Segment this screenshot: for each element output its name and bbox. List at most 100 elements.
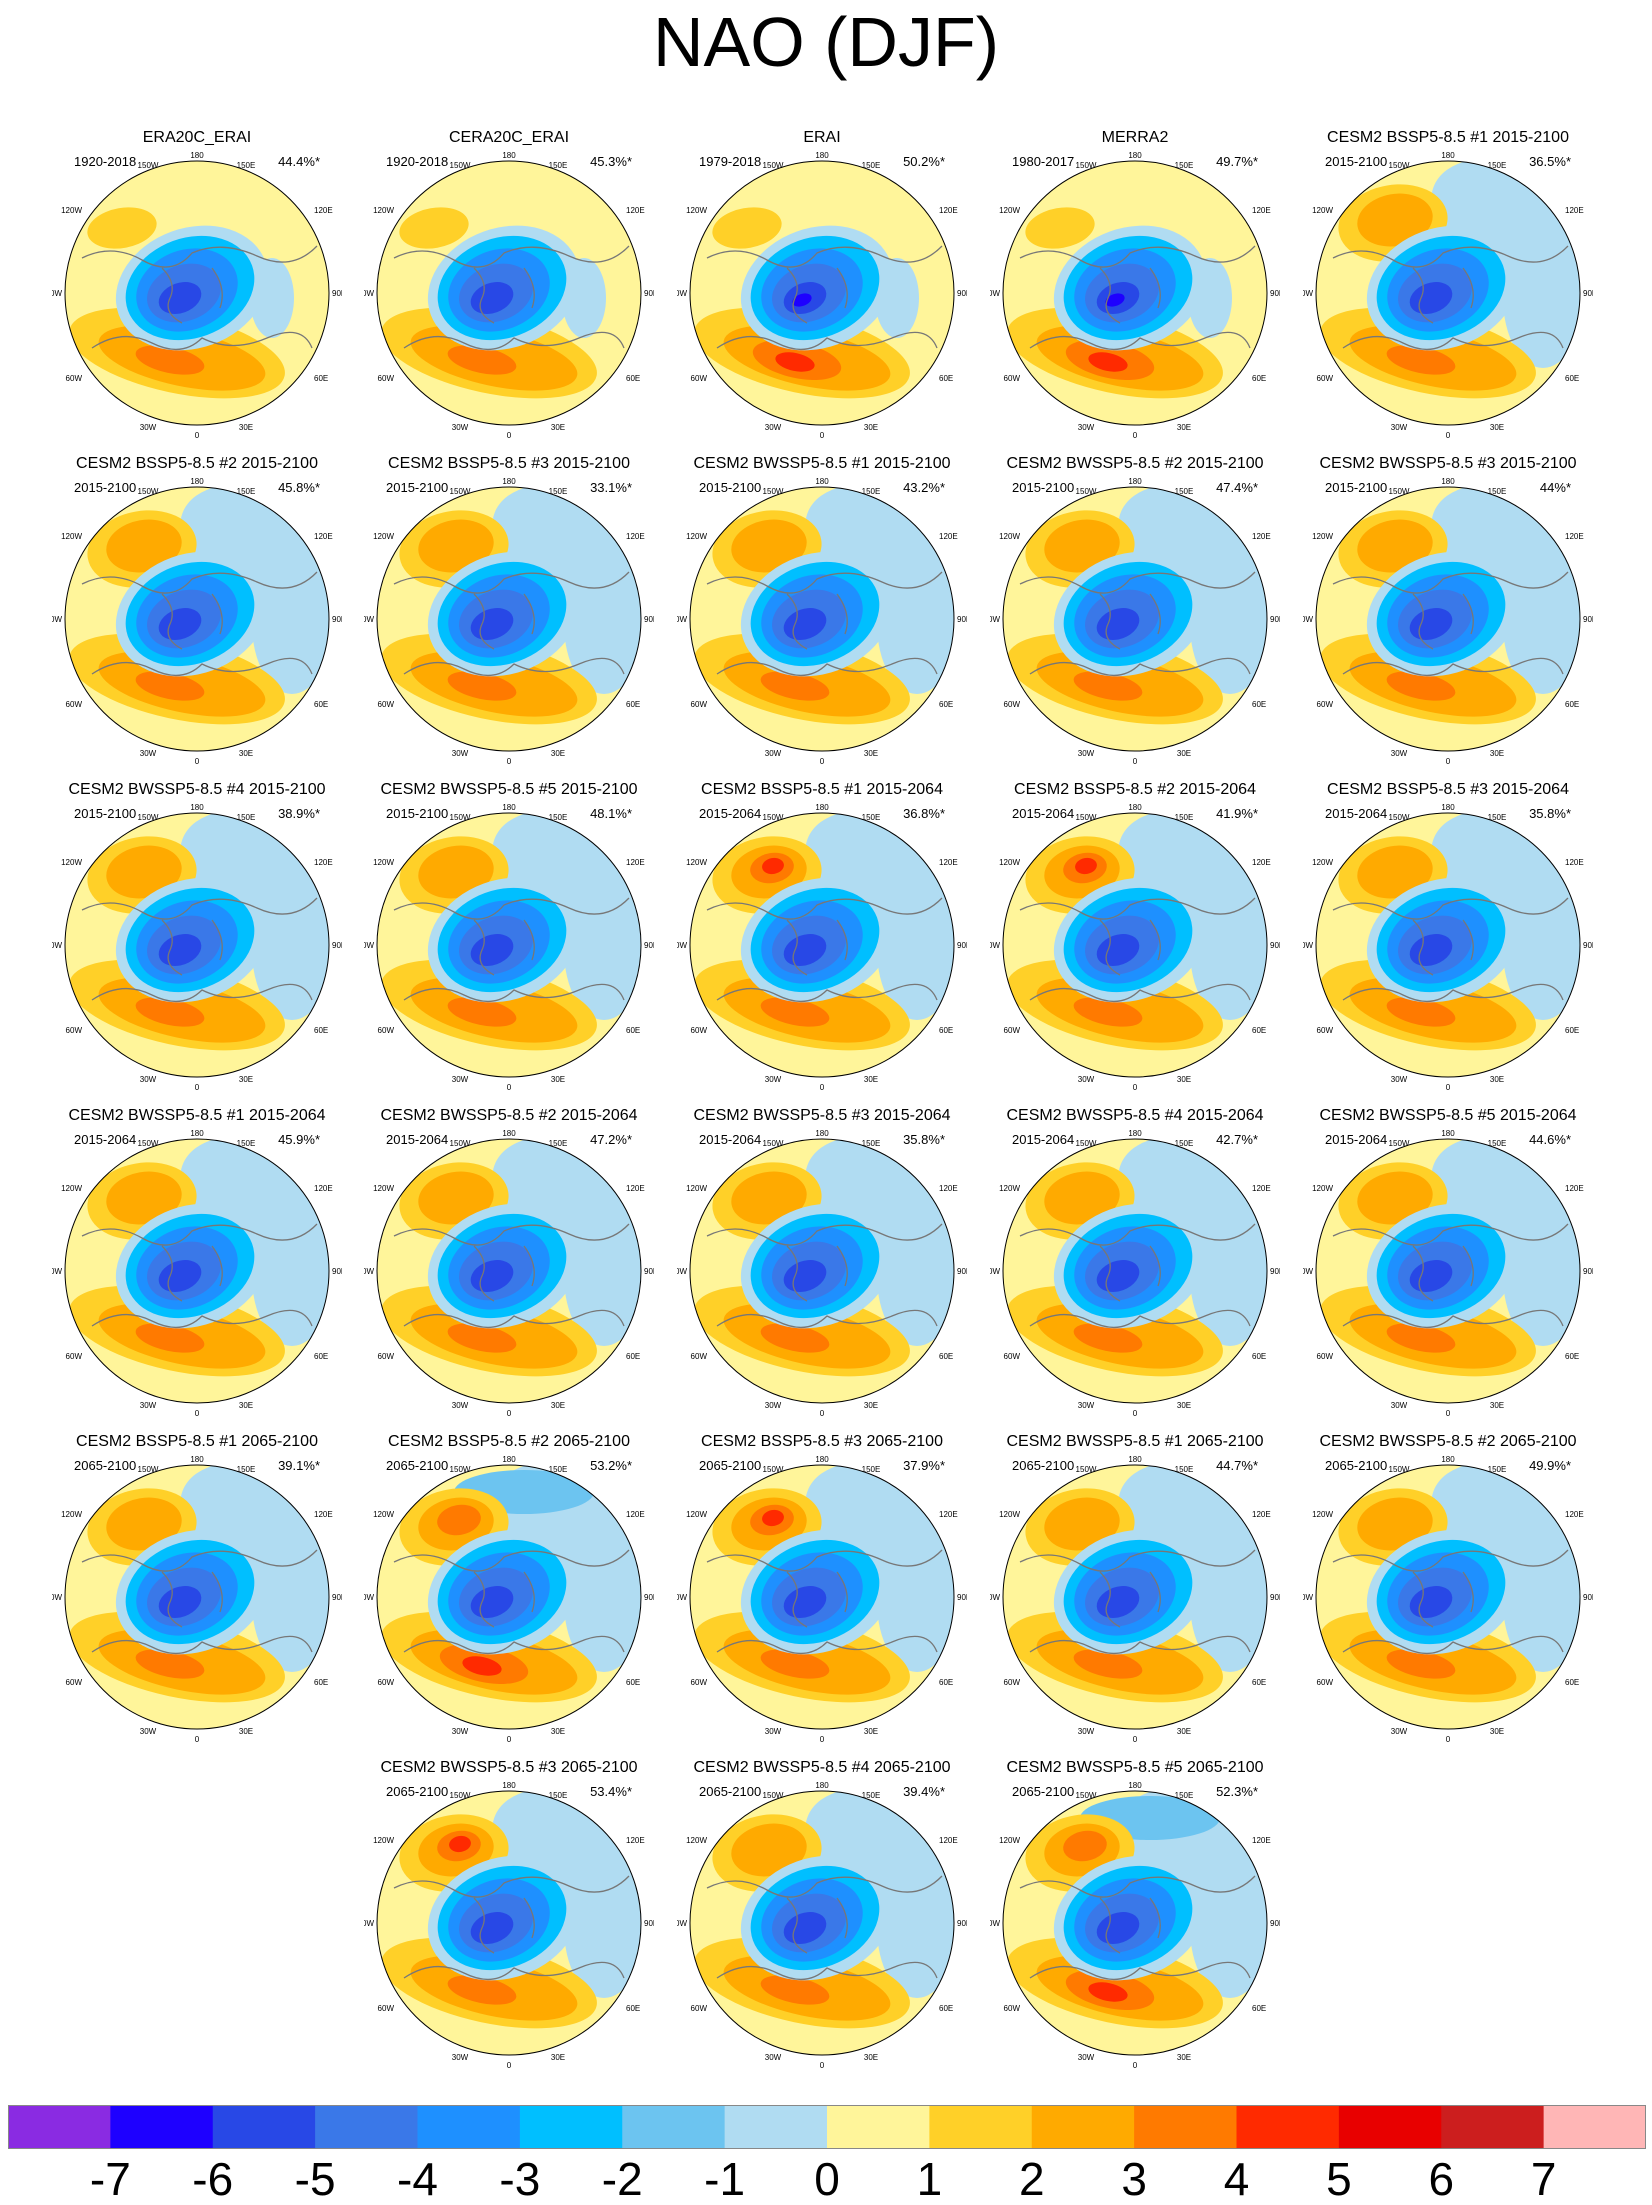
negative-region — [783, 1586, 827, 1618]
coastline — [81, 1549, 318, 1654]
longitude-label: 180 — [190, 151, 204, 160]
longitude-label: 30E — [239, 1727, 253, 1736]
longitude-label: 0 — [820, 757, 825, 766]
longitude-label: 30W — [140, 1075, 157, 1084]
coastline — [393, 245, 630, 350]
longitude-label: 0 — [1133, 2061, 1138, 2070]
longitude-label: 30E — [864, 1401, 878, 1410]
positive-region — [135, 345, 205, 375]
longitude-label: 60E — [626, 374, 640, 383]
coastline — [1019, 1875, 1256, 1980]
longitude-label: 60E — [1252, 700, 1266, 709]
map-panel: CESM2 BWSSP5-8.5 #5 2065-2100 2065-2100 52… — [990, 1758, 1280, 2078]
longitude-label: 60W — [1004, 1352, 1021, 1361]
longitude-label: 60W — [1004, 1678, 1021, 1687]
longitude-label: 150W — [138, 813, 159, 822]
panel-variance-explained: 44.7%* — [1216, 1458, 1258, 1473]
panel-title: CESM2 BWSSP5-8.5 #5 2015-2100 — [380, 781, 638, 798]
longitude-label: 30W — [1391, 1075, 1408, 1084]
negative-region — [1096, 1260, 1140, 1292]
panel-title: CESM2 BSSP5-8.5 #3 2015-2064 — [1327, 781, 1569, 798]
polar-map: 180 150W 150E 120W 120E 90W 90E 60W 60E 30W 30E 0 — [52, 1129, 342, 1418]
panel-title: CESM2 BSSP5-8.5 #2 2015-2100 — [76, 455, 318, 472]
map-outline — [689, 812, 955, 1078]
colorbar-swatch — [1441, 2105, 1545, 2149]
positive-region — [1073, 1323, 1143, 1353]
panel-title: CESM2 BSSP5-8.5 #1 2065-2100 — [76, 1433, 318, 1450]
longitude-label: 180 — [502, 803, 516, 812]
panel-title: CESM2 BWSSP5-8.5 #1 2015-2100 — [693, 455, 951, 472]
panel-variance-explained: 43.2%* — [903, 480, 945, 495]
positive-region — [418, 519, 494, 573]
positive-region — [106, 1171, 182, 1225]
colorbar-swatch — [417, 2105, 521, 2149]
polar-map: 180 150W 150E 120W 120E 90W 90E 60W 60E 30W 30E 0 — [364, 477, 654, 766]
longitude-label: 120W — [686, 1184, 707, 1193]
longitude-label: 150E — [1175, 1791, 1194, 1800]
longitude-label: 180 — [1128, 1455, 1142, 1464]
longitude-label: 60E — [626, 1678, 640, 1687]
negative-region — [470, 934, 514, 966]
longitude-label: 0 — [195, 431, 200, 440]
longitude-label: 60W — [1317, 1678, 1334, 1687]
positive-region — [1044, 519, 1120, 573]
map-outline — [376, 812, 642, 1078]
positive-region — [1063, 1830, 1107, 1862]
longitude-label: 30W — [1078, 1727, 1095, 1736]
longitude-label: 90W — [1303, 941, 1313, 950]
panel-period: 1979-2018 — [699, 154, 762, 169]
map-outline — [1315, 1138, 1581, 1404]
positive-region — [106, 519, 182, 573]
longitude-label: 90W — [990, 1593, 1000, 1602]
longitude-label: 150W — [1076, 487, 1097, 496]
positive-region — [775, 352, 815, 372]
map-outline — [1315, 160, 1581, 426]
longitude-label: 0 — [1446, 757, 1451, 766]
longitude-label: 60E — [1252, 1352, 1266, 1361]
panel-variance-explained: 38.9%* — [278, 806, 320, 821]
longitude-label: 0 — [1446, 431, 1451, 440]
map-outline — [689, 160, 955, 426]
longitude-label: 0 — [507, 1735, 512, 1744]
longitude-label: 180 — [1441, 151, 1455, 160]
positive-region — [106, 845, 182, 899]
longitude-label: 120W — [61, 1510, 82, 1519]
polar-map: 180 150W 150E 120W 120E 90W 90E 60W 60E 30W 30E 0 — [677, 803, 967, 1092]
longitude-label: 120W — [373, 1184, 394, 1193]
longitude-label: 180 — [1441, 803, 1455, 812]
panel-variance-explained: 33.1%* — [590, 480, 632, 495]
longitude-label: 30E — [1177, 2053, 1191, 2062]
map-panel: CESM2 BSSP5-8.5 #3 2065-2100 2065-2100 37.… — [677, 1432, 967, 1752]
longitude-label: 30E — [864, 423, 878, 432]
negative-region — [470, 282, 514, 314]
longitude-label: 90E — [1583, 289, 1593, 298]
longitude-label: 0 — [507, 1409, 512, 1418]
map-panel: CESM2 BWSSP5-8.5 #4 2015-2064 2015-2064 42… — [990, 1106, 1280, 1426]
longitude-label: 60E — [314, 700, 328, 709]
coastline — [706, 1549, 943, 1654]
longitude-label: 0 — [1133, 1735, 1138, 1744]
longitude-label: 60W — [691, 1026, 708, 1035]
longitude-label: 120W — [373, 1510, 394, 1519]
longitude-label: 150E — [237, 161, 256, 170]
panel-variance-explained: 47.2%* — [590, 1132, 632, 1147]
positive-region — [1073, 1649, 1143, 1679]
longitude-label: 150E — [1488, 487, 1507, 496]
longitude-label: 90E — [957, 1593, 967, 1602]
coastline — [1332, 245, 1569, 350]
colorbar-tick-label: -1 — [704, 2153, 746, 2205]
map-panel: CESM2 BSSP5-8.5 #1 2015-2064 2015-2064 36.… — [677, 780, 967, 1100]
longitude-label: 120W — [1312, 1184, 1333, 1193]
longitude-label: 30W — [1078, 749, 1095, 758]
polar-map: 180 150W 150E 120W 120E 90W 90E 60W 60E 30W 30E 0 — [990, 477, 1280, 766]
longitude-label: 90E — [332, 1267, 342, 1276]
polar-map: 180 150W 150E 120W 120E 90W 90E 60W 60E 30W 30E 0 — [677, 477, 967, 766]
map-outline — [689, 1790, 955, 2056]
negative-region — [470, 1586, 514, 1618]
longitude-label: 60W — [378, 374, 395, 383]
longitude-label: 180 — [190, 1455, 204, 1464]
longitude-label: 120E — [1252, 858, 1271, 867]
panel-period: 2015-2064 — [1325, 806, 1388, 821]
longitude-label: 180 — [502, 477, 516, 486]
map-outline — [64, 486, 330, 752]
